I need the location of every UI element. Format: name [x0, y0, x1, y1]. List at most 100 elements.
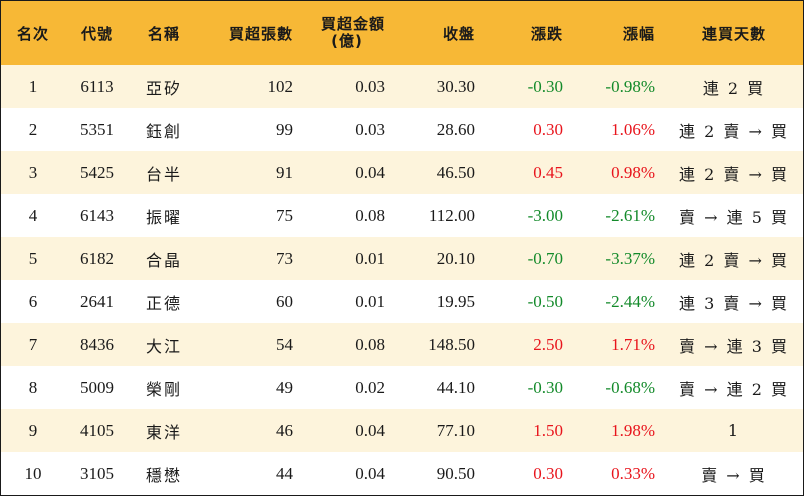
cell-name: 台半	[145, 164, 182, 184]
cell-net-buy-amount: 0.02	[355, 377, 385, 397]
cell-net-buy-amount: 0.03	[355, 76, 385, 96]
header-close[interactable]: 收盤	[442, 24, 475, 43]
table-row[interactable]: 8 5009 榮剛 49 0.02 44.10 -0.30 -0.68% 賣 → 連 2 買	[1, 366, 803, 409]
cell-change: 0.45	[533, 162, 563, 182]
cell-consecutive-days: 連 3 賣 → 買	[679, 293, 789, 313]
cell-code: 5009	[80, 377, 114, 397]
cell-net-buy-amount: 0.04	[355, 162, 385, 182]
cell-code: 2641	[80, 291, 114, 311]
cell-change: 0.30	[533, 463, 563, 483]
header-rank[interactable]: 名次	[16, 24, 49, 43]
cell-close: 20.10	[436, 248, 475, 268]
cell-close: 46.50	[436, 162, 475, 182]
cell-code: 5425	[80, 162, 114, 182]
cell-consecutive-days: 連 2 賣 → 買	[679, 121, 789, 141]
cell-consecutive-days: 連 2 賣 → 買	[679, 164, 789, 184]
cell-change-pct: 0.98%	[611, 162, 655, 182]
cell-change: -0.70	[527, 248, 563, 268]
cell-change: 0.30	[533, 119, 563, 139]
cell-net-buy-lots: 46	[276, 420, 293, 440]
cell-consecutive-days: 連 2 買	[702, 78, 766, 98]
header-name[interactable]: 名稱	[147, 24, 180, 43]
cell-rank: 7	[28, 334, 38, 354]
table-body: 1 6113 亞矽 102 0.03 30.30 -0.30 -0.98% 連 2 買 2 5351…	[1, 65, 803, 495]
cell-rank: 2	[28, 119, 38, 139]
cell-consecutive-days: 賣 → 連 2 買	[679, 379, 789, 399]
cell-net-buy-lots: 75	[276, 205, 293, 225]
cell-net-buy-amount: 0.03	[355, 119, 385, 139]
cell-change-pct: 1.71%	[611, 334, 655, 354]
cell-change-pct: -0.68%	[605, 377, 655, 397]
table-row[interactable]: 1 6113 亞矽 102 0.03 30.30 -0.30 -0.98% 連 2 買	[1, 65, 803, 108]
table-row[interactable]: 6 2641 正德 60 0.01 19.95 -0.50 -2.44% 連 3 賣 → 買	[1, 280, 803, 323]
table-row[interactable]: 4 6143 振曜 75 0.08 112.00 -3.00 -2.61% 賣 → 連 5 買	[1, 194, 803, 237]
cell-change: -0.30	[527, 76, 563, 96]
cell-rank: 1	[28, 76, 38, 96]
cell-change-pct: -2.61%	[605, 205, 655, 225]
cell-close: 30.30	[436, 76, 475, 96]
cell-change-pct: 1.06%	[611, 119, 655, 139]
table-row[interactable]: 10 3105 穩懋 44 0.04 90.50 0.30 0.33% 賣 → 買	[1, 452, 803, 495]
table-row[interactable]: 7 8436 大江 54 0.08 148.50 2.50 1.71% 賣 → 連 3 買	[1, 323, 803, 366]
cell-change: -0.50	[527, 291, 563, 311]
header-net-buy-lots[interactable]: 買超張數	[228, 24, 293, 43]
cell-name: 鈺創	[145, 121, 182, 141]
cell-code: 5351	[80, 119, 114, 139]
cell-net-buy-amount: 0.01	[355, 291, 385, 311]
cell-change-pct: -2.44%	[605, 291, 655, 311]
cell-net-buy-lots: 73	[276, 248, 293, 268]
cell-code: 4105	[80, 420, 114, 440]
cell-net-buy-lots: 99	[276, 119, 293, 139]
cell-name: 振曜	[145, 207, 182, 227]
cell-change: 2.50	[533, 334, 563, 354]
table-row[interactable]: 2 5351 鈺創 99 0.03 28.60 0.30 1.06% 連 2 賣 → 買	[1, 108, 803, 151]
table-row[interactable]: 3 5425 台半 91 0.04 46.50 0.45 0.98% 連 2 賣 → 買	[1, 151, 803, 194]
cell-close: 148.50	[428, 334, 475, 354]
header-consecutive-days[interactable]: 連買天數	[701, 24, 766, 43]
cell-close: 112.00	[428, 205, 475, 225]
cell-rank: 4	[28, 205, 38, 225]
cell-name: 大江	[145, 336, 182, 356]
cell-consecutive-days: 連 2 賣 → 買	[679, 250, 789, 270]
cell-change: 1.50	[533, 420, 563, 440]
cell-rank: 9	[28, 420, 38, 440]
cell-consecutive-days: 賣 → 買	[701, 465, 767, 485]
cell-change: -3.00	[527, 205, 563, 225]
cell-code: 8436	[80, 334, 114, 354]
cell-net-buy-lots: 60	[276, 291, 293, 311]
cell-code: 6113	[80, 76, 114, 96]
table-header-row: 名次 代號 名稱 買超張數 買超金額 (億) 收盤 漲跌 漲幅 連買天數	[1, 1, 803, 65]
cell-change-pct: -0.98%	[605, 76, 655, 96]
cell-change: -0.30	[527, 377, 563, 397]
table-row[interactable]: 5 6182 合晶 73 0.01 20.10 -0.70 -3.37% 連 2 賣 → 買	[1, 237, 803, 280]
cell-close: 77.10	[436, 420, 475, 440]
cell-net-buy-amount: 0.04	[355, 420, 385, 440]
cell-name: 榮剛	[145, 379, 182, 399]
cell-rank: 3	[28, 162, 38, 182]
cell-code: 6143	[80, 205, 114, 225]
cell-code: 6182	[80, 248, 114, 268]
cell-net-buy-amount: 0.08	[355, 334, 385, 354]
cell-net-buy-lots: 44	[276, 463, 293, 483]
header-code[interactable]: 代號	[80, 24, 113, 43]
cell-name: 東洋	[145, 422, 182, 442]
cell-net-buy-lots: 102	[267, 76, 294, 96]
header-net-buy-amount[interactable]: 買超金額 (億)	[295, 1, 395, 65]
cell-rank: 5	[28, 248, 38, 268]
table-row[interactable]: 9 4105 東洋 46 0.04 77.10 1.50 1.98% 1	[1, 409, 803, 452]
header-amount-line1: 買超金額	[320, 15, 385, 33]
cell-net-buy-lots: 54	[276, 334, 293, 354]
cell-name: 穩懋	[145, 465, 182, 485]
header-change-pct[interactable]: 漲幅	[622, 24, 655, 43]
cell-net-buy-amount: 0.04	[355, 463, 385, 483]
cell-rank: 8	[28, 377, 38, 397]
cell-name: 合晶	[145, 250, 182, 270]
cell-name: 正德	[145, 293, 182, 313]
cell-close: 44.10	[436, 377, 475, 397]
cell-consecutive-days: 1	[727, 421, 741, 440]
header-amount-line2: (億)	[331, 32, 363, 50]
cell-consecutive-days: 賣 → 連 3 買	[679, 336, 789, 356]
cell-close: 19.95	[436, 291, 475, 311]
header-change[interactable]: 漲跌	[530, 24, 563, 43]
